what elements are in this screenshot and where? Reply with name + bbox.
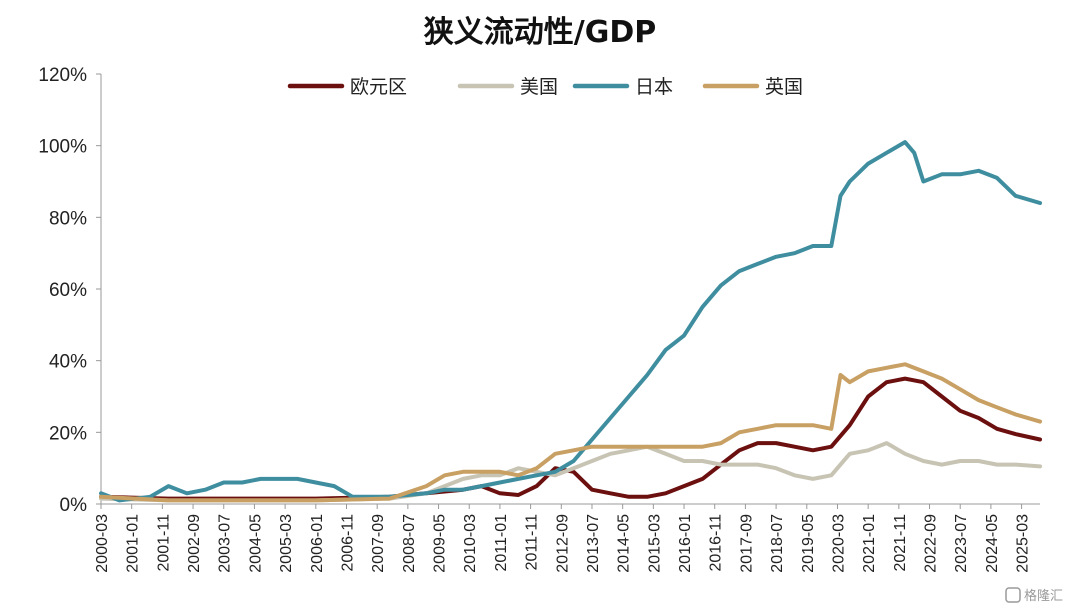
x-tick-label: 2004-05 bbox=[247, 514, 264, 573]
x-tick-label: 2020-03 bbox=[830, 514, 847, 573]
x-tick-label: 2016-11 bbox=[708, 514, 725, 572]
x-tick-label: 2007-09 bbox=[370, 514, 387, 573]
y-tick-label: 80% bbox=[49, 208, 87, 229]
watermark: 格隆汇 bbox=[1005, 587, 1063, 604]
x-tick-label: 2014-05 bbox=[616, 514, 633, 573]
x-tick-label: 2006-11 bbox=[339, 514, 356, 572]
series-line-美国 bbox=[99, 441, 1042, 503]
watermark-text: 格隆汇 bbox=[1024, 588, 1063, 604]
x-tick-label: 2001-01 bbox=[125, 514, 142, 573]
x-tick-label: 2006-01 bbox=[309, 514, 326, 573]
legend-label: 日本 bbox=[635, 76, 673, 98]
series-layer bbox=[99, 140, 1042, 503]
y-axis: 0% 20% 40% 60% 80% 100% 120% bbox=[38, 65, 102, 516]
legend-item: 美国 bbox=[457, 76, 558, 98]
x-tick-label: 2013-07 bbox=[585, 514, 602, 573]
legend-item: 欧元区 bbox=[287, 76, 407, 98]
legend-label: 美国 bbox=[520, 76, 558, 98]
x-tick-label: 2000-03 bbox=[94, 514, 111, 573]
x-tick-label: 2023-07 bbox=[953, 514, 970, 573]
x-tick-label: 2012-09 bbox=[554, 514, 571, 573]
watermark-logo-icon bbox=[1005, 587, 1021, 603]
x-tick-label: 2002-09 bbox=[186, 514, 203, 573]
x-tick-label: 2016-01 bbox=[677, 514, 694, 573]
x-tick-label: 2011-01 bbox=[493, 514, 510, 572]
legend-item: 英国 bbox=[702, 76, 803, 98]
x-tick-label: 2017-09 bbox=[738, 514, 755, 573]
x-tick-label: 2015-03 bbox=[646, 514, 663, 573]
y-tick-label: 0% bbox=[60, 495, 88, 516]
y-tick-label: 20% bbox=[49, 423, 87, 444]
legend-label: 英国 bbox=[765, 76, 803, 98]
y-tick-label: 40% bbox=[49, 352, 87, 373]
x-tick-label: 2018-07 bbox=[769, 514, 786, 573]
x-tick-label: 2024-05 bbox=[984, 514, 1001, 573]
legend-item: 日本 bbox=[572, 76, 673, 98]
y-tick-label: 100% bbox=[38, 137, 87, 158]
x-tick-label: 2025-03 bbox=[1015, 514, 1032, 573]
series-line-日本 bbox=[99, 140, 1042, 503]
x-tick-label: 2022-09 bbox=[923, 514, 940, 573]
x-tick-label: 2010-03 bbox=[462, 514, 479, 573]
y-tick-label: 120% bbox=[38, 65, 87, 86]
x-tick-label: 2021-11 bbox=[892, 514, 909, 572]
chart-title: 狭义流动性/GDP bbox=[423, 15, 656, 50]
x-tick-label: 2011-11 bbox=[524, 514, 541, 570]
x-axis: 2000-03 2001-01 2001-11 2002-09 2003-07 2004-… bbox=[94, 503, 1040, 573]
y-tick-label: 60% bbox=[49, 280, 87, 301]
x-tick-label: 2003-07 bbox=[217, 514, 234, 573]
x-tick-label: 2001-11 bbox=[155, 514, 172, 572]
series-line-英国 bbox=[99, 362, 1042, 503]
x-tick-label: 2005-03 bbox=[278, 514, 295, 573]
x-tick-label: 2008-07 bbox=[401, 514, 418, 573]
x-tick-label: 2019-05 bbox=[800, 514, 817, 573]
x-tick-label: 2009-05 bbox=[432, 514, 449, 573]
x-tick-label: 2021-01 bbox=[861, 514, 878, 573]
legend: 欧元区 美国 日本 英国 bbox=[287, 76, 803, 98]
legend-label: 欧元区 bbox=[350, 76, 407, 98]
